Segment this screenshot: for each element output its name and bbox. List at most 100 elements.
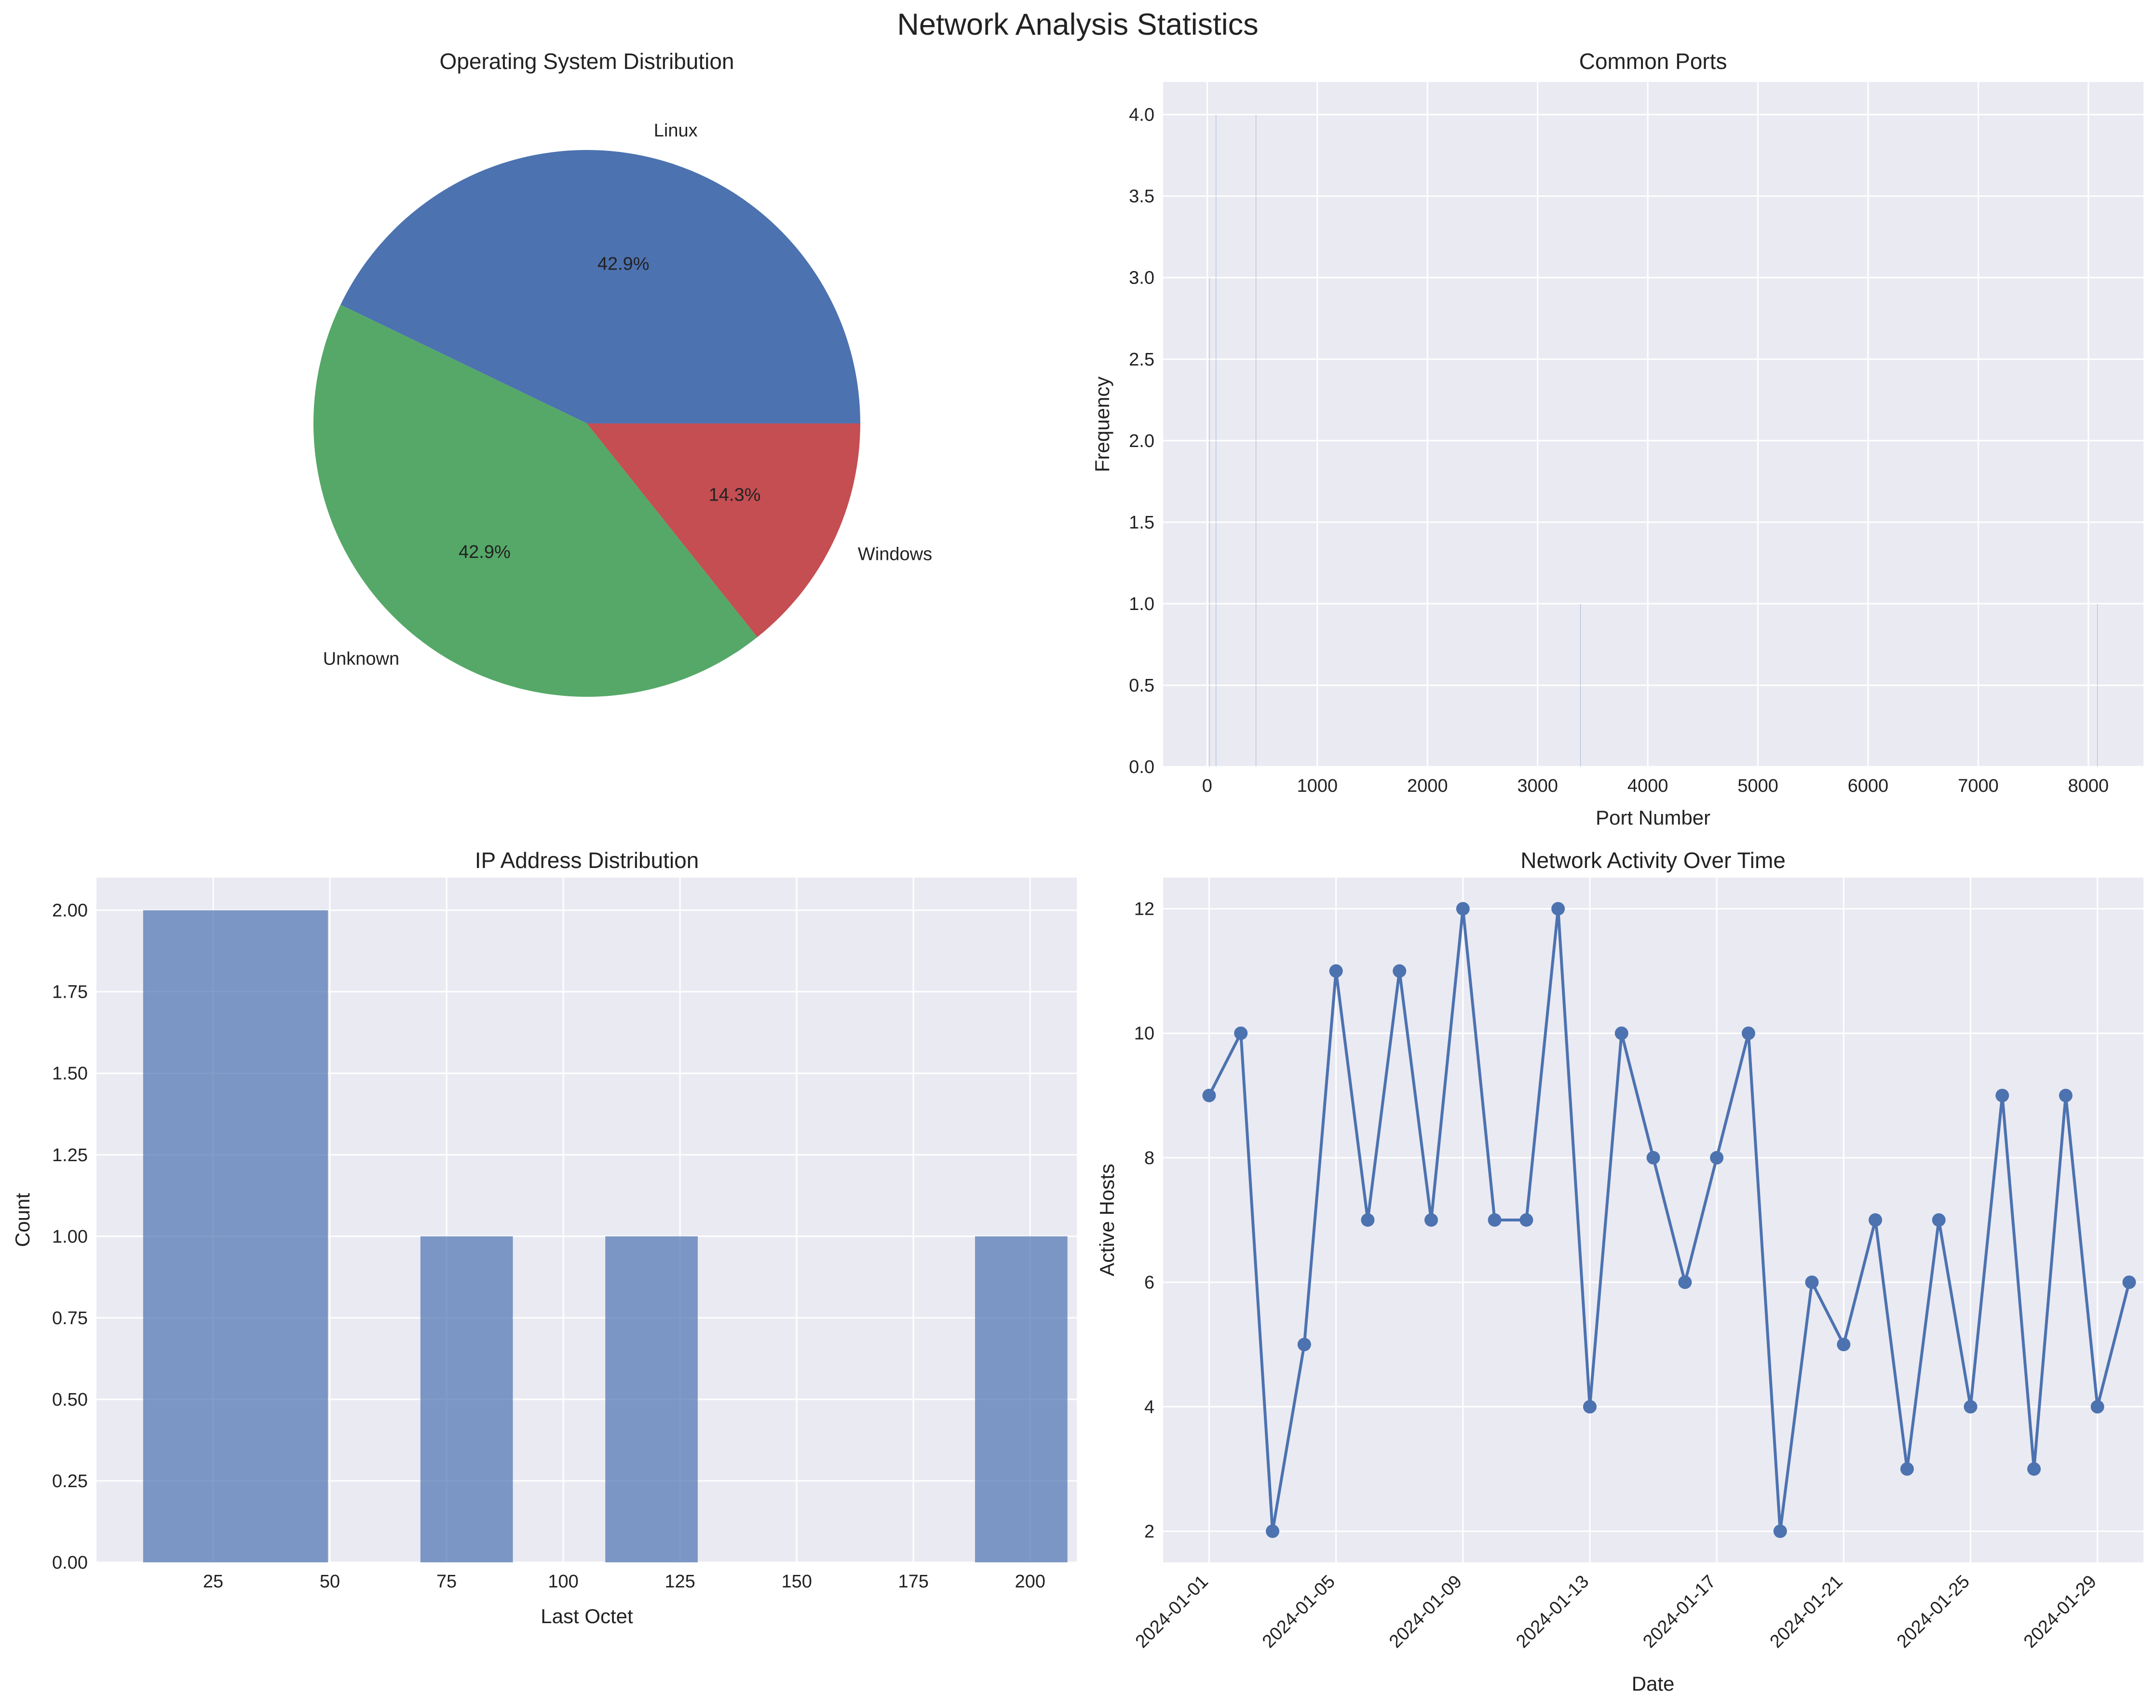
figure-title: Network Analysis Statistics [897, 8, 1258, 41]
network-activity-point [1614, 1026, 1628, 1040]
pie-percent-windows: 14.3% [709, 485, 761, 505]
network-activity-point [1710, 1151, 1724, 1165]
common-ports-ytick-label: 3.0 [1129, 268, 1154, 288]
network-activity-point [1551, 902, 1565, 916]
network-activity-point [1424, 1213, 1438, 1227]
ip-distribution-ytick-label: 1.75 [52, 982, 88, 1003]
ip-distribution-ylabel: Count [11, 1193, 34, 1247]
network-activity-xtick-label: 2024-01-09 [1385, 1572, 1466, 1652]
common-ports-chart: 0 1000 2000 3000 4000 5000 6000 7000 8000 0.0 0.5 1… [1091, 49, 2143, 829]
ip-distribution-ytick-label: 0.00 [52, 1553, 88, 1573]
common-ports-axes-background [1163, 82, 2143, 767]
network-activity-point [1297, 1338, 1311, 1352]
common-ports-xtick-label: 8000 [2068, 776, 2109, 796]
network-activity-xtick-label: 2024-01-01 [1132, 1572, 1212, 1652]
pie-label-windows: Windows [858, 544, 932, 565]
network-activity-point [1869, 1213, 1883, 1227]
ip-distribution-ytick-label: 0.50 [52, 1390, 88, 1410]
ip-distribution-xtick-label: 200 [1015, 1572, 1045, 1592]
network-activity-point [1488, 1213, 1502, 1227]
network-activity-ytick-label: 2 [1144, 1521, 1154, 1542]
network-activity-point [2059, 1088, 2073, 1102]
network-activity-ylabel: Active Hosts [1096, 1164, 1118, 1276]
ip-bar-1 [420, 1236, 513, 1562]
ip-distribution-ytick-label: 0.25 [52, 1471, 88, 1491]
network-activity-point [2027, 1462, 2041, 1476]
pie-slice-unknown [313, 304, 758, 697]
port-bar-22 [1209, 277, 1210, 767]
network-activity-grid [1163, 878, 2143, 1562]
network-activity-point [1583, 1400, 1597, 1414]
ip-bar-3 [975, 1236, 1068, 1562]
network-activity-axes-background [1163, 878, 2143, 1562]
network-activity-point [1519, 1213, 1533, 1227]
ip-distribution-ytick-label: 0.75 [52, 1308, 88, 1328]
pie-percent-linux: 42.9% [597, 254, 650, 274]
common-ports-xtick-label: 2000 [1407, 776, 1448, 796]
network-activity-point [1995, 1088, 2009, 1102]
network-activity-ytick-label: 10 [1134, 1024, 1154, 1044]
os-distribution-pie-chart: Operating System Distribution Linux 42.9%… [313, 49, 932, 697]
common-ports-ylabel: Frequency [1091, 377, 1113, 472]
network-activity-point [2090, 1400, 2104, 1414]
ip-distribution-xtick-label: 100 [548, 1572, 578, 1592]
network-activity-point [1678, 1275, 1692, 1289]
pie-label-unknown: Unknown [323, 649, 399, 669]
common-ports-xtick-label: 4000 [1627, 776, 1668, 796]
ip-bar-0 [143, 910, 328, 1562]
common-ports-ytick-label: 0.0 [1129, 757, 1154, 777]
common-ports-xtick-label: 3000 [1517, 776, 1558, 796]
common-ports-title: Common Ports [1579, 49, 1727, 74]
ip-distribution-xtick-label: 150 [781, 1572, 812, 1592]
network-activity-point [1393, 964, 1407, 978]
network-activity-point [2122, 1275, 2136, 1289]
network-activity-chart: 2024-01-01 2024-01-05 2024-01-09 2024-01-13… [1096, 848, 2143, 1695]
network-activity-point [1932, 1213, 1946, 1227]
network-activity-point [1964, 1400, 1978, 1414]
network-activity-point [1805, 1275, 1819, 1289]
common-ports-xtick-label: 6000 [1848, 776, 1889, 796]
ip-distribution-xtick-label: 175 [898, 1572, 928, 1592]
network-activity-xlabel: Date [1632, 1672, 1675, 1695]
common-ports-ytick-label: 2.0 [1129, 431, 1154, 451]
common-ports-ytick-label: 1.0 [1129, 594, 1154, 614]
network-activity-ytick-label: 4 [1144, 1397, 1154, 1417]
network-activity-point [1265, 1524, 1279, 1538]
network-activity-xtick-label: 2024-01-05 [1259, 1572, 1339, 1652]
ip-bar-2 [605, 1236, 698, 1562]
network-activity-point [1361, 1213, 1375, 1227]
ip-distribution-title: IP Address Distribution [475, 848, 699, 873]
network-activity-xtick-label: 2024-01-17 [1639, 1572, 1720, 1652]
common-ports-xlabel: Port Number [1596, 806, 1710, 829]
network-activity-xtick-label: 2024-01-21 [1766, 1572, 1846, 1652]
common-ports-ytick-label: 3.5 [1129, 187, 1154, 207]
ip-distribution-ticks: 25 50 75 100 125 150 175 200 0.00 0.25 0.50 0.75 1.0… [52, 901, 1045, 1592]
network-activity-xtick-label: 2024-01-29 [2020, 1572, 2101, 1652]
network-activity-point [1456, 902, 1470, 916]
common-ports-ytick-label: 1.5 [1129, 513, 1154, 533]
ip-distribution-ytick-label: 2.00 [52, 901, 88, 921]
network-activity-xtick-label: 2024-01-13 [1512, 1572, 1593, 1652]
network-activity-point [1773, 1524, 1787, 1538]
network-activity-series [1202, 902, 2136, 1538]
pie-slice-linux [340, 149, 860, 423]
common-ports-ytick-label: 2.5 [1129, 350, 1154, 370]
ip-distribution-xtick-label: 125 [664, 1572, 695, 1592]
common-ports-xtick-label: 7000 [1958, 776, 1999, 796]
network-activity-ytick-label: 6 [1144, 1273, 1154, 1293]
pie-slice-windows [587, 423, 860, 637]
ip-distribution-ytick-label: 1.00 [52, 1227, 88, 1247]
port-bar-80 [1216, 114, 1217, 767]
common-ports-xtick-label: 0 [1202, 776, 1212, 796]
common-ports-ytick-label: 0.5 [1129, 676, 1154, 696]
network-activity-line [1207, 907, 2131, 1533]
common-ports-xtick-label: 1000 [1297, 776, 1338, 796]
network-activity-point [1234, 1026, 1248, 1040]
network-activity-point [1900, 1462, 1914, 1476]
ip-distribution-xlabel: Last Octet [541, 1605, 633, 1627]
common-ports-ytick-label: 4.0 [1129, 105, 1154, 125]
pie-percent-unknown: 42.9% [459, 542, 511, 562]
ip-distribution-ytick-label: 1.25 [52, 1145, 88, 1166]
